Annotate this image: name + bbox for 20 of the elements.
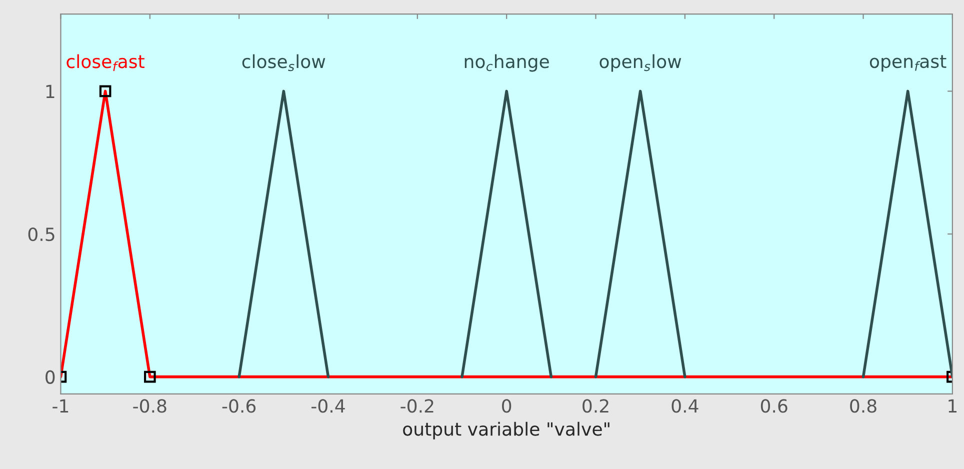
x-tick-label: -0.6 [222,399,256,413]
y-tick-label: 0.5 [28,227,54,242]
series-label: open$_{f}$ast [870,55,946,72]
x-tick-label: -0.2 [400,399,434,413]
x-axis-title: output variable "valve" [403,422,610,440]
y-tick-label: 0 [46,370,55,384]
series-label: close$_{s}$low [242,54,326,72]
y-tick-label: 1 [46,84,54,98]
series-label: close$_{f}$ast [66,54,144,71]
x-tick-label: 0.6 [760,399,788,413]
x-tick-label: 0.4 [672,399,698,413]
series-label: open$_{s}$low [600,54,682,72]
x-tick-label: 1 [948,399,957,413]
x-tick-label: 0.8 [850,399,876,413]
x-tick-label: -0.4 [312,399,345,413]
x-tick-label: 0.2 [582,399,608,413]
x-tick-label: -1 [52,399,68,413]
series-label: no$_{c}$hange [464,54,549,72]
x-tick-label: -0.8 [133,399,166,413]
x-tick-label: 0 [502,399,512,413]
